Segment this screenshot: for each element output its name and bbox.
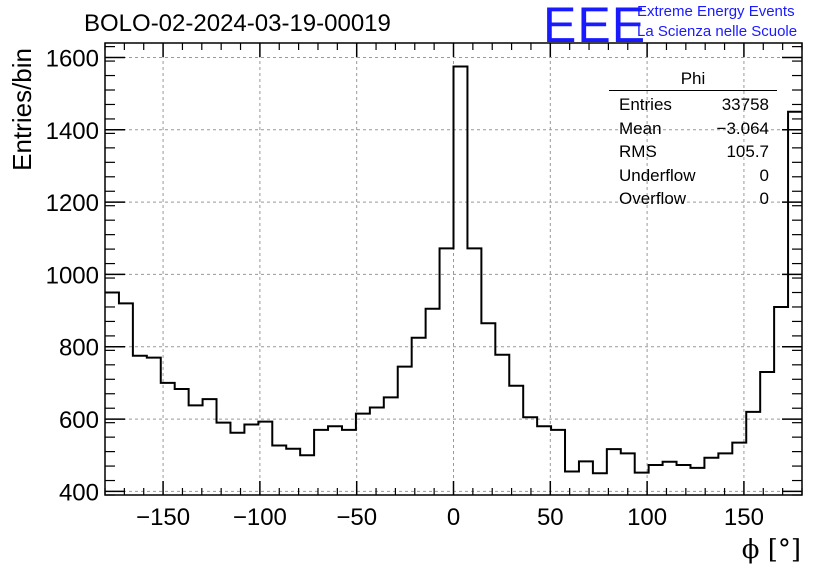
stats-value: 0 (759, 165, 769, 185)
stats-label: Mean (619, 118, 662, 138)
y-tick-label: 1200 (46, 190, 99, 217)
y-tick-label: 600 (59, 407, 99, 434)
stats-value: 33758 (721, 95, 769, 114)
x-tick-label: −150 (136, 504, 190, 531)
stats-row-entries: Entries 33758 (609, 93, 777, 117)
stats-row-rms: RMS 105.7 (609, 140, 777, 164)
tick-labels: −150 −100 −50 0 50 100 150 400 600 800 1000 1200 140… (46, 45, 764, 531)
stats-box: Phi Entries 33758 Mean −3.064 RMS 105.7 … (609, 69, 777, 211)
eee-logo: EEE (543, 0, 647, 53)
y-tick-label: 1400 (46, 118, 99, 145)
stats-row-overflow: Overflow 0 (609, 187, 777, 211)
x-tick-label: −100 (233, 504, 287, 531)
stats-label: RMS (619, 142, 657, 161)
stats-value: 0 (759, 189, 769, 208)
logo-subtitle-line1: Extreme Energy Events (637, 3, 795, 20)
stats-label: Underflow (619, 165, 696, 185)
y-tick-label: 400 (59, 479, 99, 506)
stats-label: Entries (619, 95, 672, 114)
x-tick-label: 100 (627, 504, 667, 531)
stats-value: −3.064 (716, 118, 769, 138)
x-tick-label: 150 (724, 504, 764, 531)
x-tick-label: 50 (537, 504, 564, 531)
stats-label: Overflow (619, 189, 687, 208)
y-tick-label: 1000 (46, 262, 99, 289)
x-axis-label: ϕ [°] (742, 535, 801, 565)
x-tick-label: −50 (336, 504, 377, 531)
logo-subtitle-line2: La Scienza nelle Scuole (637, 23, 798, 40)
stats-header: Phi (609, 69, 777, 91)
stats-value: 105.7 (726, 142, 769, 161)
stats-row-underflow: Underflow 0 (609, 164, 777, 188)
stats-row-mean: Mean −3.064 (609, 117, 777, 141)
chart-title: BOLO-02-2024-03-19-00019 (84, 10, 391, 37)
y-tick-label: 1600 (46, 45, 99, 72)
histogram-line (105, 65, 802, 475)
y-axis-label: Entries/bin (7, 48, 37, 171)
x-tick-label: 0 (447, 504, 460, 531)
y-tick-label: 800 (59, 335, 99, 362)
axis-ticks (104, 43, 803, 496)
